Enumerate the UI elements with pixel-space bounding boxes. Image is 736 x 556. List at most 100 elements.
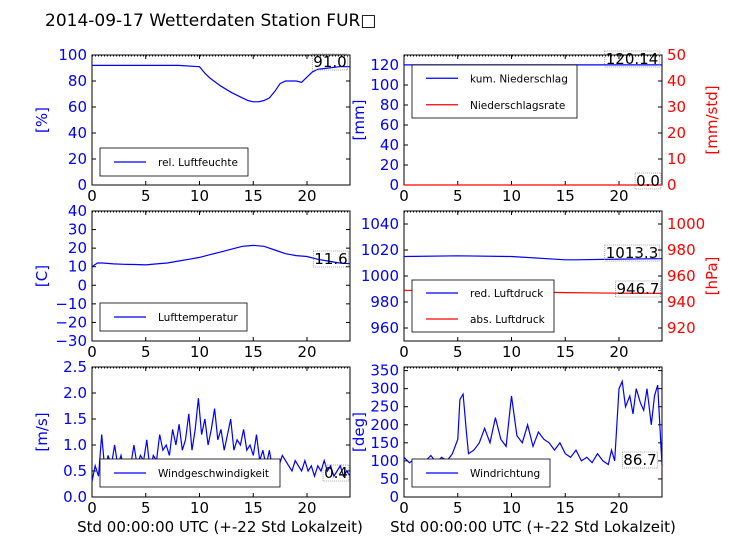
current-value-label: 91.0	[313, 53, 346, 71]
x-tick-label: 0	[87, 187, 97, 205]
y-tick-label: 100	[58, 46, 87, 64]
y-tick-label: 2.0	[63, 384, 87, 402]
x-tick-label: 0	[399, 499, 409, 517]
y-tick-label-right: 30	[667, 98, 686, 116]
x-tick-label: 20	[297, 343, 316, 361]
x-tick-label: 15	[244, 187, 263, 205]
legend-label: Windgeschwindigkeit	[158, 468, 269, 480]
current-value-box	[621, 451, 659, 469]
series-line	[403, 379, 663, 466]
current-value-box	[311, 53, 349, 71]
y-tick-label-right: 40	[667, 72, 686, 90]
x-tick-label: 0	[399, 187, 409, 205]
y-axis-label: [C]	[33, 265, 51, 287]
current-value-label: 11.6	[314, 250, 347, 268]
current-value-box	[312, 250, 350, 268]
y-tick-label: 1.0	[63, 436, 87, 454]
panel-winddir: 0 5 10 15 20050100150200250300350[deg]Windri…	[350, 362, 663, 517]
y-tick-label: 80	[68, 72, 87, 90]
y-tick-label: −20	[55, 313, 87, 331]
y-tick-label-right: 10	[667, 150, 686, 168]
y-tick-label: 40	[68, 202, 87, 220]
x-tick-label: 5	[453, 343, 463, 361]
y-tick-label: −30	[55, 332, 87, 350]
y-tick-label: 50	[380, 470, 399, 488]
current-value-box-right	[615, 280, 661, 298]
current-value-label-right: 0.0	[636, 172, 660, 190]
x-tick-label: 20	[609, 343, 628, 361]
y-tick-label-right: 20	[667, 124, 686, 142]
legend-label: Lufttemperatur	[158, 312, 238, 324]
y-axis-label-right: [hPa]	[703, 257, 721, 296]
legend-label: Windrichtung	[470, 468, 540, 480]
x-tick-label: 20	[297, 187, 316, 205]
y-tick-label: 1000	[361, 267, 399, 285]
panel-pressure: 0 5 10 15 20 960 980 1000 1020 1040 920 940 960 980 10…	[361, 210, 721, 361]
legend-label: rel. Luftfeuchte	[158, 157, 238, 169]
panel-temperature: 0 5 10 15 20−30−20−10010203040[C]Lufttempera…	[33, 202, 351, 361]
current-value-box	[604, 244, 660, 262]
x-tick-label: 15	[556, 499, 575, 517]
y-tick-label-right: 940	[667, 293, 696, 311]
y-tick-label: 20	[68, 150, 87, 168]
y-tick-label: 350	[370, 362, 399, 380]
x-tick-label: 20	[297, 499, 316, 517]
y-tick-label-right: 1000	[667, 215, 705, 233]
x-tick-label: 5	[141, 187, 151, 205]
x-tick-label: 20	[609, 499, 628, 517]
y-tick-label: 0	[77, 176, 87, 194]
y-tick-label-right: 0	[667, 176, 677, 194]
legend-box	[411, 279, 555, 333]
legend-label: red. Luftdruck	[470, 288, 544, 300]
y-tick-label: 0	[77, 276, 87, 294]
y-tick-label: 0	[389, 488, 399, 506]
legend: Windrichtung	[411, 458, 551, 488]
y-tick-label-right: 960	[667, 267, 696, 285]
x-tick-label: 15	[556, 187, 575, 205]
y-tick-label: 40	[380, 136, 399, 154]
x-tick-label: 20	[609, 187, 628, 205]
x-tick-label: 15	[244, 499, 263, 517]
legend: Lufttemperatur	[99, 302, 248, 332]
x-tick-label: 10	[502, 499, 521, 517]
legend: kum. Niederschlag Niederschlagsrate	[411, 64, 578, 119]
current-value-label: 0.4	[324, 464, 348, 482]
legend-label: kum. Niederschlag	[470, 73, 568, 85]
y-tick-label: 60	[380, 116, 399, 134]
legend-label: abs. Luftdruck	[470, 314, 546, 326]
legend: Windgeschwindigkeit	[99, 458, 281, 488]
x-tick-label: 5	[141, 499, 151, 517]
y-tick-label: 30	[68, 221, 87, 239]
legend: red. Luftdruck abs. Luftdruck	[411, 279, 555, 333]
y-tick-label: 10	[68, 258, 87, 276]
legend: rel. Luftfeuchte	[99, 147, 249, 177]
x-tick-label: 5	[141, 343, 151, 361]
y-tick-label: 60	[68, 98, 87, 116]
x-axis-label-right: Std 00:00:00 UTC (+-22 Std Lokalzeit)	[390, 518, 676, 536]
current-value-box	[604, 50, 660, 68]
current-value-label: 120.14	[606, 50, 659, 68]
x-tick-label: 15	[244, 343, 263, 361]
series-line	[91, 398, 351, 482]
x-tick-label: 10	[190, 499, 209, 517]
y-tick-label: 2.5	[63, 358, 87, 376]
y-tick-label: 120	[370, 56, 399, 74]
x-tick-label: 5	[453, 187, 463, 205]
y-tick-label-right: 50	[667, 46, 686, 64]
y-tick-label: 20	[68, 239, 87, 257]
legend-label: Niederschlagsrate	[470, 100, 565, 112]
x-tick-label: 0	[87, 499, 97, 517]
y-tick-label: 1020	[361, 241, 399, 259]
y-tick-label: 0	[389, 176, 399, 194]
series-line	[91, 244, 351, 268]
series-line	[403, 255, 663, 261]
y-axis-label-right: [mm/std]	[703, 85, 721, 154]
y-tick-label: 200	[370, 416, 399, 434]
current-value-label-right: 946.7	[617, 280, 660, 298]
y-tick-label: 300	[370, 380, 399, 398]
current-value-label: 1013.3	[606, 244, 659, 262]
plot-frame	[91, 54, 351, 186]
y-tick-label: −10	[55, 295, 87, 313]
current-value-box-right	[634, 172, 662, 190]
